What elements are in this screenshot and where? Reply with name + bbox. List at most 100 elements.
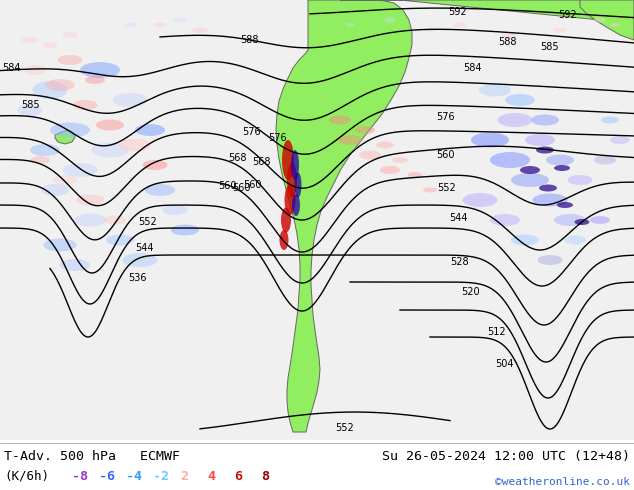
Ellipse shape [594,18,606,23]
Ellipse shape [41,184,69,196]
Text: 552: 552 [138,217,157,227]
Ellipse shape [345,23,355,27]
Ellipse shape [104,216,126,224]
Text: 588: 588 [498,37,517,47]
Text: 8: 8 [261,469,269,483]
Ellipse shape [63,163,98,177]
Ellipse shape [173,18,187,23]
Ellipse shape [538,255,562,265]
Text: 504: 504 [495,359,514,369]
Ellipse shape [471,132,509,147]
Text: ©weatheronline.co.uk: ©weatheronline.co.uk [495,477,630,487]
Text: 568: 568 [252,157,271,167]
Ellipse shape [610,136,630,144]
Text: 568: 568 [228,153,247,163]
Ellipse shape [153,23,167,27]
Ellipse shape [536,147,554,153]
Ellipse shape [112,93,148,107]
Polygon shape [276,0,412,432]
Ellipse shape [554,165,570,171]
Text: 544: 544 [135,243,153,253]
Ellipse shape [546,154,574,166]
Ellipse shape [292,194,300,216]
Text: 560: 560 [243,180,261,190]
Ellipse shape [574,219,590,225]
Text: 560: 560 [218,181,236,191]
Ellipse shape [511,173,549,187]
Text: 528: 528 [450,257,469,267]
Ellipse shape [531,115,559,125]
Text: 576: 576 [268,133,287,143]
Ellipse shape [553,27,567,32]
Ellipse shape [50,122,90,138]
Ellipse shape [53,175,77,185]
Text: 512: 512 [487,327,506,337]
Ellipse shape [145,184,175,196]
Ellipse shape [244,38,256,43]
Ellipse shape [91,143,129,157]
Text: 536: 536 [128,273,146,283]
Ellipse shape [74,214,106,226]
Text: 4: 4 [207,469,215,483]
Ellipse shape [143,160,167,170]
Ellipse shape [539,185,557,192]
Text: Su 26-05-2024 12:00 UTC (12+48): Su 26-05-2024 12:00 UTC (12+48) [382,450,630,463]
Ellipse shape [30,156,50,164]
Polygon shape [340,0,634,24]
Text: 584: 584 [2,63,20,73]
Text: 552: 552 [437,183,456,193]
Ellipse shape [45,79,75,91]
Ellipse shape [119,139,151,151]
Text: 585: 585 [540,42,559,52]
Text: 6: 6 [234,469,242,483]
Ellipse shape [106,235,134,245]
Ellipse shape [505,94,535,106]
Ellipse shape [72,100,98,110]
Ellipse shape [162,205,188,215]
Ellipse shape [76,195,104,205]
Text: 560: 560 [436,150,455,160]
Text: 592: 592 [448,7,467,17]
Polygon shape [55,130,75,144]
Ellipse shape [376,142,394,148]
Ellipse shape [490,152,530,168]
Text: T-Adv. 500 hPa   ECMWF: T-Adv. 500 hPa ECMWF [4,450,180,463]
Ellipse shape [557,202,573,208]
Text: -4: -4 [126,469,142,483]
Ellipse shape [171,224,199,236]
Ellipse shape [479,83,511,97]
Ellipse shape [511,235,539,245]
Ellipse shape [192,27,208,33]
Ellipse shape [533,194,567,206]
Text: 585: 585 [22,100,40,110]
Ellipse shape [281,207,291,233]
Ellipse shape [502,32,518,38]
Ellipse shape [380,166,400,174]
Ellipse shape [80,62,120,78]
Text: -6: -6 [99,469,115,483]
Ellipse shape [18,104,42,116]
Ellipse shape [408,172,422,178]
Ellipse shape [85,76,105,84]
Ellipse shape [32,81,67,99]
Ellipse shape [30,144,60,156]
Ellipse shape [490,214,520,226]
Ellipse shape [44,239,77,251]
Ellipse shape [329,116,351,124]
Ellipse shape [285,185,295,215]
Ellipse shape [42,42,58,48]
Ellipse shape [590,216,610,224]
Ellipse shape [601,117,619,123]
Ellipse shape [124,23,136,27]
Ellipse shape [610,23,620,27]
Text: 2: 2 [180,469,188,483]
Ellipse shape [135,124,165,136]
Text: 552: 552 [335,423,354,433]
Ellipse shape [24,65,46,75]
Ellipse shape [96,120,124,130]
Text: (K/6h): (K/6h) [4,469,49,483]
Ellipse shape [295,172,302,197]
Ellipse shape [122,253,157,267]
Polygon shape [580,0,634,40]
Text: 576: 576 [242,127,261,137]
